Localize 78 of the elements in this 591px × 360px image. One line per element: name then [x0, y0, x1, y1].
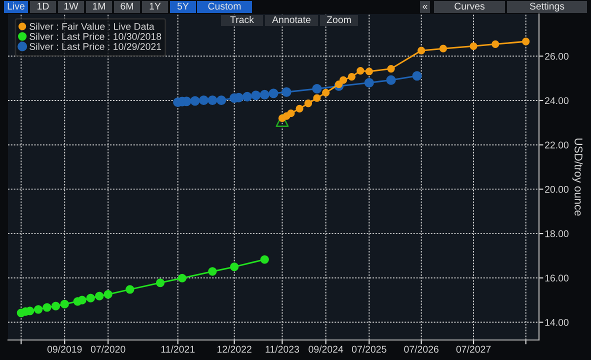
- point: [216, 95, 226, 106]
- legend-label: Silver : Last Price : 10/29/2021: [30, 42, 162, 50]
- y-tick-label: 22.00: [545, 142, 569, 148]
- point: [304, 100, 312, 108]
- point: [60, 300, 69, 308]
- point: [439, 44, 448, 52]
- point: [34, 305, 43, 314]
- point: [178, 274, 186, 282]
- text: «: [422, 5, 428, 9]
- point: [104, 290, 112, 299]
- point: [190, 96, 200, 106]
- text: 6M: [120, 2, 133, 10]
- point: [230, 262, 239, 272]
- point: [470, 42, 478, 50]
- x-tick-label: 12/2022: [217, 346, 252, 353]
- x-tick-label: 11/2021: [161, 346, 195, 353]
- text: Settings: [530, 2, 564, 12]
- text: 1W: [64, 2, 78, 10]
- y-tick-label: 26.00: [545, 52, 569, 60]
- y-tick-label: 20.00: [545, 186, 569, 193]
- point: [313, 94, 321, 102]
- point: [95, 292, 104, 300]
- annotation: Annotate: [272, 16, 311, 24]
- text: Custom: [208, 2, 241, 10]
- point: [356, 66, 364, 75]
- point: [260, 90, 270, 100]
- point: [312, 84, 322, 94]
- point: [348, 72, 356, 81]
- x-tick-label: 07/2027: [456, 346, 491, 353]
- annotation: Zoom: [326, 16, 351, 24]
- point: [282, 87, 292, 97]
- text: 1M: [92, 2, 105, 10]
- point: [412, 71, 422, 81]
- point: [198, 95, 209, 106]
- point: [386, 75, 396, 85]
- annotation: Track: [230, 16, 254, 24]
- x-tick-label: 09/2019: [47, 346, 82, 353]
- x-tick-label: 09/2024: [308, 346, 344, 353]
- point: [268, 88, 278, 98]
- point: [339, 76, 348, 84]
- y-tick-label: 14.00: [545, 318, 569, 326]
- point: [322, 88, 330, 97]
- legend-label: Silver : Last Price : 10/30/2018: [30, 32, 162, 40]
- text: Live: [8, 2, 24, 10]
- x-tick-label: 07/2025: [352, 346, 386, 353]
- point: [208, 95, 218, 106]
- point: [522, 38, 530, 46]
- point: [387, 64, 395, 73]
- x-tick-label: 07/2026: [404, 346, 438, 353]
- point: [287, 110, 295, 118]
- legend-label: Silver : Fair Value : Live Data: [30, 22, 154, 30]
- point: [51, 302, 60, 310]
- text: Curves: [454, 2, 485, 10]
- point: [365, 68, 373, 76]
- point: [251, 90, 261, 100]
- point: [42, 303, 52, 312]
- point: [242, 92, 252, 102]
- y-axis-title: USD/troy ounce: [572, 138, 583, 216]
- y-tick-label: 16.00: [545, 274, 569, 282]
- point: [260, 255, 269, 264]
- point: [126, 285, 134, 294]
- y-tick-label: 18.00: [545, 230, 569, 238]
- point: [492, 40, 500, 48]
- point: [208, 267, 217, 276]
- point: [276, 114, 289, 127]
- text: 1D: [38, 2, 49, 10]
- x-tick-label: 11/2023: [266, 346, 300, 353]
- point: [335, 80, 343, 88]
- point: [86, 294, 95, 302]
- point: [78, 296, 86, 304]
- x-tick-label: 07/2020: [90, 346, 126, 353]
- text: 5Y: [177, 2, 189, 10]
- point: [296, 104, 304, 113]
- point: [364, 78, 374, 88]
- point: [156, 278, 165, 288]
- y-tick-label: 24.00: [545, 97, 569, 104]
- text: 1Y: [150, 2, 161, 10]
- point: [418, 46, 426, 54]
